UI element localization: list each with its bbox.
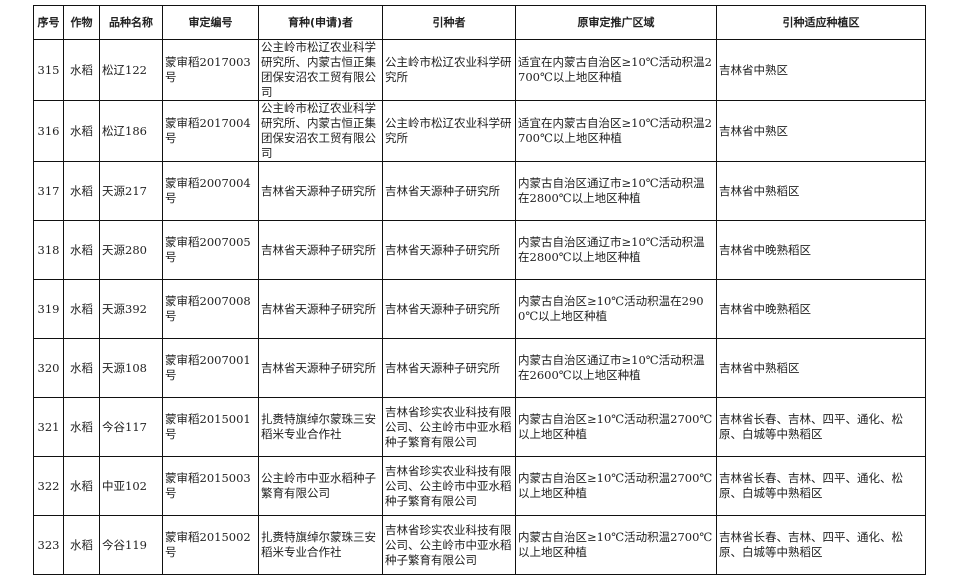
header-original-region: 原审定推广区域 xyxy=(515,5,717,40)
cell-adapted-region: 吉林省中熟区 xyxy=(716,39,926,101)
cell-adapted-region: 吉林省中晚熟稻区 xyxy=(716,220,926,280)
cell-crop: 水稻 xyxy=(63,456,100,516)
cell-serial-number: 320 xyxy=(33,338,64,398)
table-row: 316 水稻 松辽186 蒙审稻2017004号 公主岭市松辽农业科学研究所、内蒙古恒正… xyxy=(33,100,926,162)
cell-variety-name: 松辽122 xyxy=(99,39,163,101)
cell-variety-name: 松辽186 xyxy=(99,100,163,162)
cell-serial-number: 321 xyxy=(33,397,64,457)
table-row: 319 水稻 天源392 蒙审稻2007008号 吉林省天源种子研究所 吉林省天源种子研究… xyxy=(33,279,926,339)
cell-approval-number: 蒙审稻2017004号 xyxy=(162,100,259,162)
cell-introducer: 吉林省天源种子研究所 xyxy=(382,220,516,280)
cell-introducer: 公主岭市松辽农业科学研究所 xyxy=(382,100,516,162)
cell-crop: 水稻 xyxy=(63,515,100,575)
cell-introducer: 吉林省珍实农业科技有限公司、公主岭市中亚水稻种子繁育有限公司 xyxy=(382,515,516,575)
cell-breeder: 公主岭市中亚水稻种子繁育有限公司 xyxy=(258,456,383,516)
cell-introducer: 吉林省天源种子研究所 xyxy=(382,338,516,398)
cell-original-region: 内蒙古自治区≥10℃活动积温2700℃以上地区种植 xyxy=(515,456,717,516)
cell-original-region: 适宜在内蒙古自治区≥10℃活动积温2700℃以上地区种植 xyxy=(515,39,717,101)
table-row: 322 水稻 中亚102 蒙审稻2015003号 公主岭市中亚水稻种子繁育有限公司 吉林省… xyxy=(33,456,926,516)
cell-crop: 水稻 xyxy=(63,338,100,398)
cell-approval-number: 蒙审稻2007004号 xyxy=(162,161,259,221)
cell-original-region: 内蒙古自治区≥10℃活动积温在2900℃以上地区种植 xyxy=(515,279,717,339)
cell-approval-number: 蒙审稻2017003号 xyxy=(162,39,259,101)
header-row: 序号 作物 品种名称 审定编号 育种(申请)者 引种者 原审定推广区域 引种适应种植区 xyxy=(33,5,926,40)
cell-introducer: 吉林省天源种子研究所 xyxy=(382,161,516,221)
table-row: 320 水稻 天源108 蒙审稻2007001号 吉林省天源种子研究所 吉林省天源种子研究… xyxy=(33,338,926,398)
cell-variety-name: 今谷119 xyxy=(99,515,163,575)
cell-variety-name: 天源280 xyxy=(99,220,163,280)
cell-approval-number: 蒙审稻2015002号 xyxy=(162,515,259,575)
cell-approval-number: 蒙审稻2007005号 xyxy=(162,220,259,280)
cell-crop: 水稻 xyxy=(63,397,100,457)
cell-adapted-region: 吉林省长春、吉林、四平、通化、松原、白城等中熟稻区 xyxy=(716,397,926,457)
header-crop: 作物 xyxy=(63,5,100,40)
cell-crop: 水稻 xyxy=(63,100,100,162)
cell-serial-number: 323 xyxy=(33,515,64,575)
cell-serial-number: 318 xyxy=(33,220,64,280)
cell-variety-name: 今谷117 xyxy=(99,397,163,457)
cell-approval-number: 蒙审稻2015001号 xyxy=(162,397,259,457)
table-row: 315 水稻 松辽122 蒙审稻2017003号 公主岭市松辽农业科学研究所、内蒙古恒正… xyxy=(33,39,926,101)
header-serial-number: 序号 xyxy=(33,5,64,40)
cell-approval-number: 蒙审稻2007008号 xyxy=(162,279,259,339)
cell-breeder: 公主岭市松辽农业科学研究所、内蒙古恒正集团保安沼农工贸有限公司 xyxy=(258,100,383,162)
cell-original-region: 内蒙古自治区≥10℃活动积温2700℃以上地区种植 xyxy=(515,515,717,575)
cell-introducer: 公主岭市松辽农业科学研究所 xyxy=(382,39,516,101)
cell-serial-number: 315 xyxy=(33,39,64,101)
cell-serial-number: 316 xyxy=(33,100,64,162)
table-row: 318 水稻 天源280 蒙审稻2007005号 吉林省天源种子研究所 吉林省天源种子研究… xyxy=(33,220,926,280)
cell-introducer: 吉林省珍实农业科技有限公司、公主岭市中亚水稻种子繁育有限公司 xyxy=(382,456,516,516)
cell-breeder: 公主岭市松辽农业科学研究所、内蒙古恒正集团保安沼农工贸有限公司 xyxy=(258,39,383,101)
table-row: 321 水稻 今谷117 蒙审稻2015001号 扎赉特旗绰尔蒙珠三安稻米专业合作社 吉林… xyxy=(33,397,926,457)
cell-original-region: 内蒙古自治区通辽市≥10℃活动积温在2800℃以上地区种植 xyxy=(515,161,717,221)
cell-breeder: 扎赉特旗绰尔蒙珠三安稻米专业合作社 xyxy=(258,515,383,575)
cell-serial-number: 322 xyxy=(33,456,64,516)
cell-variety-name: 中亚102 xyxy=(99,456,163,516)
cell-breeder: 吉林省天源种子研究所 xyxy=(258,220,383,280)
table-row: 323 水稻 今谷119 蒙审稻2015002号 扎赉特旗绰尔蒙珠三安稻米专业合作社 吉林… xyxy=(33,515,926,575)
cell-original-region: 适宜在内蒙古自治区≥10℃活动积温2700℃以上地区种植 xyxy=(515,100,717,162)
cell-serial-number: 317 xyxy=(33,161,64,221)
cell-approval-number: 蒙审稻2007001号 xyxy=(162,338,259,398)
header-variety-name: 品种名称 xyxy=(99,5,163,40)
header-approval-number: 审定编号 xyxy=(162,5,259,40)
cell-crop: 水稻 xyxy=(63,39,100,101)
cell-breeder: 扎赉特旗绰尔蒙珠三安稻米专业合作社 xyxy=(258,397,383,457)
cell-breeder: 吉林省天源种子研究所 xyxy=(258,161,383,221)
header-breeder: 育种(申请)者 xyxy=(258,5,383,40)
cell-variety-name: 天源108 xyxy=(99,338,163,398)
cell-crop: 水稻 xyxy=(63,161,100,221)
cell-breeder: 吉林省天源种子研究所 xyxy=(258,338,383,398)
variety-table: 序号 作物 品种名称 审定编号 育种(申请)者 引种者 原审定推广区域 引种适应种植区 315… xyxy=(33,5,926,575)
cell-variety-name: 天源217 xyxy=(99,161,163,221)
cell-adapted-region: 吉林省中熟区 xyxy=(716,100,926,162)
cell-serial-number: 319 xyxy=(33,279,64,339)
cell-variety-name: 天源392 xyxy=(99,279,163,339)
table-row: 317 水稻 天源217 蒙审稻2007004号 吉林省天源种子研究所 吉林省天源种子研究… xyxy=(33,161,926,221)
cell-crop: 水稻 xyxy=(63,220,100,280)
cell-original-region: 内蒙古自治区通辽市≥10℃活动积温在2600℃以上地区种植 xyxy=(515,338,717,398)
cell-adapted-region: 吉林省长春、吉林、四平、通化、松原、白城等中熟稻区 xyxy=(716,515,926,575)
cell-introducer: 吉林省珍实农业科技有限公司、公主岭市中亚水稻种子繁育有限公司 xyxy=(382,397,516,457)
cell-introducer: 吉林省天源种子研究所 xyxy=(382,279,516,339)
cell-original-region: 内蒙古自治区通辽市≥10℃活动积温在2800℃以上地区种植 xyxy=(515,220,717,280)
cell-adapted-region: 吉林省中晚熟稻区 xyxy=(716,279,926,339)
cell-approval-number: 蒙审稻2015003号 xyxy=(162,456,259,516)
cell-adapted-region: 吉林省中熟稻区 xyxy=(716,161,926,221)
header-introducer: 引种者 xyxy=(382,5,516,40)
cell-adapted-region: 吉林省中熟稻区 xyxy=(716,338,926,398)
cell-breeder: 吉林省天源种子研究所 xyxy=(258,279,383,339)
header-adapted-region: 引种适应种植区 xyxy=(716,5,926,40)
cell-original-region: 内蒙古自治区≥10℃活动积温2700℃以上地区种植 xyxy=(515,397,717,457)
cell-crop: 水稻 xyxy=(63,279,100,339)
cell-adapted-region: 吉林省长春、吉林、四平、通化、松原、白城等中熟稻区 xyxy=(716,456,926,516)
